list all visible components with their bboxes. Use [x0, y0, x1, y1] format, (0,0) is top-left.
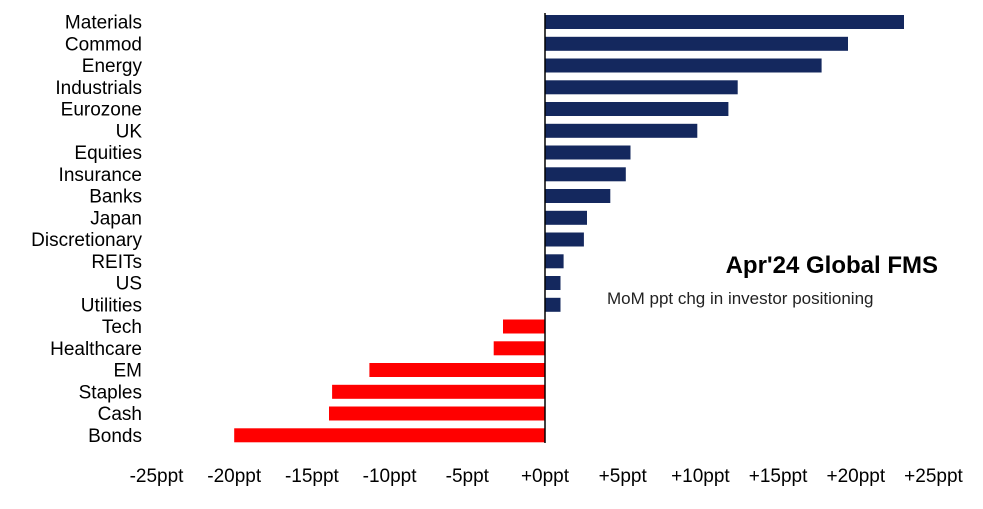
category-label-uk: UK [116, 121, 143, 142]
category-label-cash: Cash [98, 404, 142, 425]
bar-materials [545, 15, 904, 29]
category-label-healthcare: Healthcare [50, 339, 142, 360]
category-label-commod: Commod [65, 34, 142, 55]
bar-discretionary [545, 232, 584, 247]
category-label-em: EM [114, 361, 143, 382]
bar-us [545, 276, 561, 290]
category-label-utilities: Utilities [81, 295, 142, 316]
x-tick-label: +15ppt [749, 466, 808, 487]
x-tick-label: -15ppt [285, 466, 340, 487]
bar-healthcare [493, 341, 545, 356]
category-label-us: US [116, 274, 142, 295]
category-label-insurance: Insurance [59, 165, 142, 186]
bar-em [369, 363, 545, 377]
bar-energy [545, 58, 822, 73]
bar-tech [503, 319, 545, 334]
x-tick-label: -25ppt [130, 466, 185, 487]
chart-title: Apr'24 Global FMS [726, 252, 938, 279]
x-tick-label: +10ppt [671, 466, 730, 487]
x-tick-labels-group: -25ppt -20ppt -15ppt -10ppt -5ppt +0ppt +5ppt +… [130, 466, 964, 487]
x-tick-label: +0ppt [521, 466, 570, 487]
x-tick-label: +20ppt [826, 466, 885, 487]
x-tick-label: +25ppt [904, 466, 963, 487]
bar-staples [332, 384, 545, 399]
category-label-banks: Banks [89, 187, 142, 208]
bar-cash [329, 406, 545, 421]
bar-eurozone [545, 102, 729, 116]
bar-equities [545, 145, 631, 160]
chart-subtitle: MoM ppt chg in investor positioning [607, 289, 873, 308]
category-labels-group: MaterialsCommodEnergyIndustrialsEurozone… [31, 13, 142, 447]
x-tick-label: -10ppt [363, 466, 418, 487]
category-label-bonds: Bonds [88, 426, 142, 447]
category-label-industrials: Industrials [55, 78, 142, 99]
x-tick-label: -20ppt [207, 466, 262, 487]
category-label-discretionary: Discretionary [31, 230, 142, 251]
category-label-equities: Equities [74, 143, 142, 164]
category-label-japan: Japan [90, 208, 142, 229]
bar-japan [545, 210, 587, 225]
bar-reits [545, 254, 564, 269]
bar-banks [545, 189, 611, 203]
bar-insurance [545, 167, 626, 182]
category-label-tech: Tech [102, 317, 142, 338]
category-label-materials: Materials [65, 13, 142, 34]
category-label-eurozone: Eurozone [61, 100, 142, 121]
bar-uk [545, 123, 698, 138]
bar-industrials [545, 80, 738, 95]
bars-group [234, 15, 904, 443]
bar-commod [545, 36, 848, 51]
bar-bonds [234, 428, 545, 443]
category-label-staples: Staples [79, 382, 142, 403]
bar-utilities [545, 297, 561, 312]
category-label-reits: REITs [91, 252, 142, 273]
x-tick-label: -5ppt [446, 466, 490, 487]
category-label-energy: Energy [82, 56, 143, 77]
x-tick-label: +5ppt [599, 466, 648, 487]
